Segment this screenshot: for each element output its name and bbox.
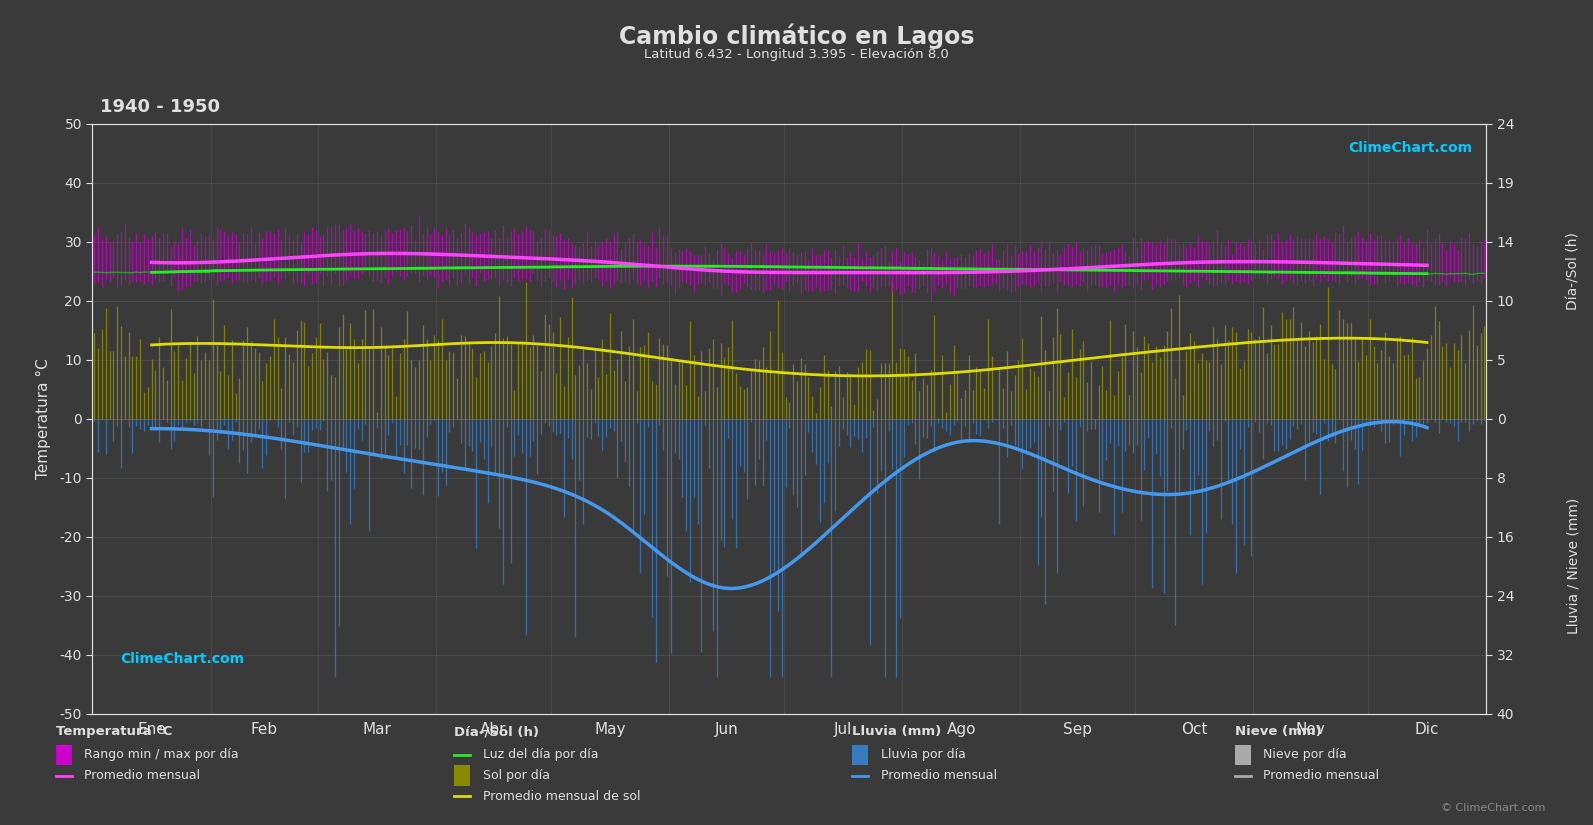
Text: Nieve por día: Nieve por día	[1263, 748, 1346, 761]
Text: Promedio mensual: Promedio mensual	[1263, 769, 1380, 782]
Text: ClimeChart.com: ClimeChart.com	[1348, 141, 1472, 155]
Bar	[852, 744, 868, 766]
Text: Lluvia / Nieve (mm): Lluvia / Nieve (mm)	[1568, 498, 1580, 634]
Text: Lluvia (mm): Lluvia (mm)	[852, 725, 941, 738]
Text: Día-/Sol (h): Día-/Sol (h)	[1568, 233, 1580, 310]
Text: Lluvia por día: Lluvia por día	[881, 748, 965, 761]
Y-axis label: Temperatura °C: Temperatura °C	[37, 358, 51, 479]
Text: Promedio mensual: Promedio mensual	[84, 769, 201, 782]
Text: Nieve (mm): Nieve (mm)	[1235, 725, 1321, 738]
Text: © ClimeChart.com: © ClimeChart.com	[1440, 803, 1545, 813]
Text: Día-/Sol (h): Día-/Sol (h)	[454, 725, 538, 738]
Text: Promedio mensual de sol: Promedio mensual de sol	[483, 790, 640, 803]
Text: 1940 - 1950: 1940 - 1950	[100, 97, 220, 116]
Text: Sol por día: Sol por día	[483, 769, 550, 782]
Bar	[1235, 744, 1251, 766]
Text: ClimeChart.com: ClimeChart.com	[121, 653, 244, 667]
Text: Luz del día por día: Luz del día por día	[483, 748, 599, 761]
Bar	[454, 766, 470, 785]
Text: Promedio mensual: Promedio mensual	[881, 769, 997, 782]
Bar	[56, 744, 72, 766]
Text: Cambio climático en Lagos: Cambio climático en Lagos	[618, 23, 975, 49]
Text: Latitud 6.432 - Longitud 3.395 - Elevación 8.0: Latitud 6.432 - Longitud 3.395 - Elevaci…	[644, 48, 949, 61]
Text: Temperatura °C: Temperatura °C	[56, 725, 172, 738]
Text: Rango min / max por día: Rango min / max por día	[84, 748, 239, 761]
